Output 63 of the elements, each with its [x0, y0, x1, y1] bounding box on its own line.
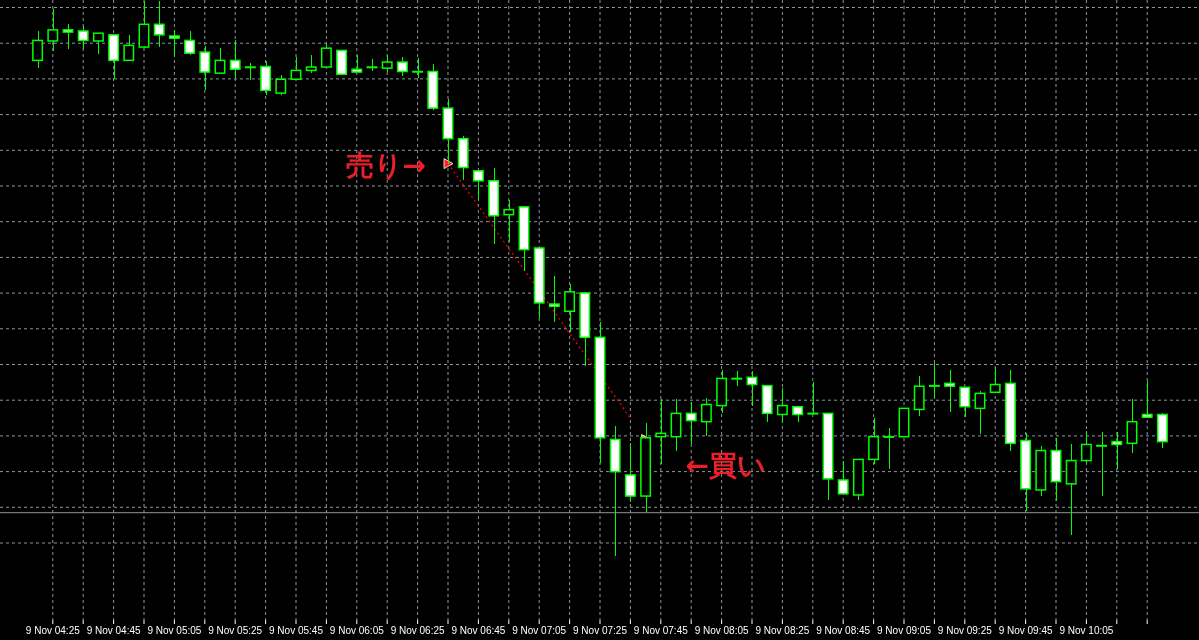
candlestick	[974, 390, 986, 436]
x-tick-label: 9 Nov 08:45	[816, 625, 871, 636]
candlestick	[229, 39, 241, 79]
candlestick	[989, 366, 1001, 394]
candlestick	[944, 369, 956, 413]
candlestick	[214, 47, 226, 74]
x-tick-label: 9 Nov 08:25	[755, 625, 810, 636]
candlestick	[959, 386, 971, 418]
candlestick	[396, 56, 408, 78]
candlestick	[837, 459, 849, 495]
candlestick	[123, 34, 135, 62]
candlestick	[320, 43, 332, 68]
x-tick-label: 9 Nov 04:25	[25, 625, 81, 636]
candlestick	[62, 23, 74, 50]
x-tick-label: 9 Nov 04:45	[86, 625, 141, 636]
candlestick	[807, 381, 819, 416]
candlestick	[1111, 430, 1123, 470]
candlestick	[412, 57, 424, 79]
candlestick	[32, 30, 44, 69]
candlestick	[503, 198, 515, 243]
x-tick-label: 9 Nov 07:05	[512, 625, 567, 636]
annotation: ←買い	[685, 449, 767, 483]
candlestick	[928, 362, 940, 400]
annotation: 売り→	[345, 148, 426, 182]
candlestick	[883, 427, 895, 471]
x-tick-label: 9 Nov 07:25	[573, 625, 628, 636]
x-tick-label: 9 Nov 10:05	[1059, 625, 1114, 636]
candlestick	[776, 387, 788, 425]
x-tick-label: 9 Nov 06:05	[329, 625, 385, 636]
x-tick-label: 9 Nov 05:45	[269, 625, 324, 636]
candlestick	[168, 29, 180, 57]
x-tick-label: 9 Nov 05:05	[147, 625, 202, 636]
candlestick	[77, 25, 89, 50]
candlestick	[624, 442, 636, 503]
x-tick-label: 9 Nov 06:45	[451, 625, 506, 636]
candlestick	[1065, 443, 1077, 536]
candlestick	[153, 0, 165, 48]
x-tick-label: 9 Nov 07:45	[633, 625, 689, 636]
candlestick	[1126, 398, 1138, 454]
candlestick	[47, 8, 59, 52]
candlestick	[548, 275, 560, 324]
candlestick	[685, 401, 697, 446]
x-tick-label: 9 Nov 08:05	[694, 625, 749, 636]
x-tick-label: 9 Nov 05:25	[208, 625, 263, 636]
x-tick-label: 9 Nov 09:25	[937, 625, 993, 636]
candlestick	[472, 170, 484, 201]
x-tick-label: 9 Nov 09:45	[998, 625, 1053, 636]
candlestick	[700, 397, 712, 437]
candlestick	[1080, 429, 1092, 464]
candlestick	[92, 32, 104, 55]
candlestick	[1141, 379, 1153, 418]
x-tick-label: 9 Nov 06:25	[390, 625, 445, 636]
x-tick-label: 9 Nov 09:05	[877, 625, 932, 636]
candlestick	[184, 30, 196, 57]
candlestick	[913, 375, 925, 417]
candlestick	[275, 74, 287, 97]
candlestick	[199, 45, 211, 92]
candlestick	[1096, 430, 1108, 497]
candlestick	[564, 283, 576, 334]
candlestick	[138, 0, 150, 49]
candlestick	[260, 60, 272, 97]
candlestick	[336, 49, 348, 76]
candlestick	[868, 417, 880, 466]
